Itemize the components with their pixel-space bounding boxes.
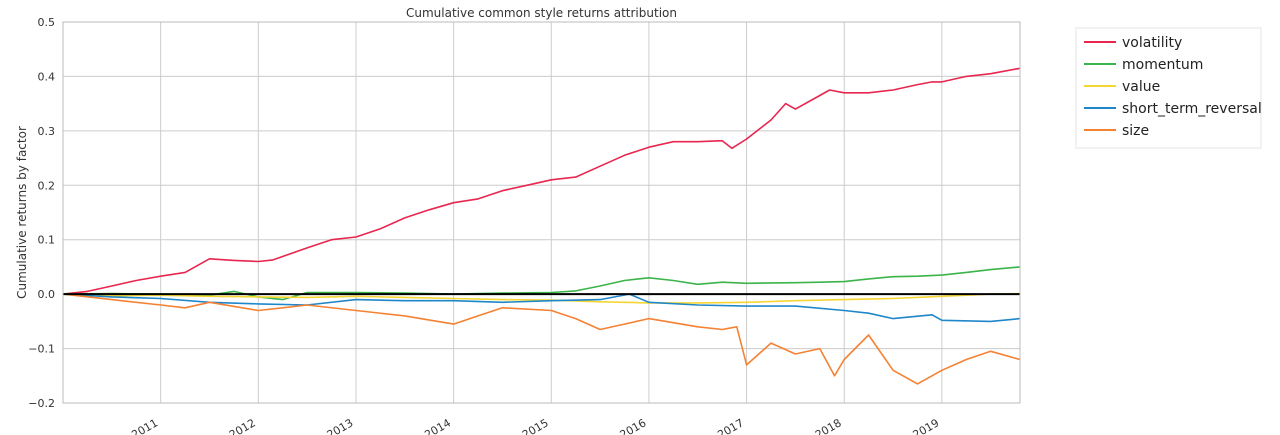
x-tick-label: 2015 — [520, 416, 551, 435]
x-tick-label: 2014 — [422, 416, 453, 435]
chart-title: Cumulative common style returns attribut… — [406, 6, 677, 20]
y-tick-label: 0.1 — [38, 234, 56, 247]
y-tick-label: 0.3 — [38, 125, 56, 138]
series-line-size — [62, 293, 1021, 385]
x-axis-ticks: 2011 2012 2013 2014 2015 2016 2017 2018 2019 — [129, 416, 941, 435]
y-tick-label: 0.2 — [38, 179, 56, 192]
x-tick-label: 2016 — [618, 416, 649, 435]
series-line-short-term-reversal — [62, 293, 1021, 323]
series-lines — [62, 67, 1021, 385]
legend-box — [1075, 27, 1262, 149]
legend-label-size: size — [1122, 123, 1149, 139]
legend-label-short-term-reversal: short_term_reversal — [1122, 101, 1262, 117]
y-tick-label: −0.2 — [28, 397, 55, 410]
y-tick-label: 0.4 — [38, 70, 56, 83]
y-tick-label: −0.1 — [28, 343, 55, 356]
x-tick-label: 2012 — [227, 416, 258, 435]
x-tick-label: 2018 — [813, 416, 844, 435]
x-tick-label: 2017 — [715, 416, 746, 435]
plot-area-frame — [62, 21, 1021, 404]
legend-label-volatility: volatility — [1122, 35, 1182, 51]
series-line-volatility — [62, 67, 1021, 295]
y-tick-label: 0.5 — [38, 16, 56, 29]
y-axis-ticks: −0.2 −0.1 0.0 0.1 0.2 0.3 0.4 0.5 — [28, 16, 55, 410]
legend: volatility momentum value short_term_revers… — [1075, 27, 1262, 149]
y-tick-label: 0.0 — [38, 288, 56, 301]
y-axis-title: Cumulative returns by factor — [15, 126, 29, 299]
x-tick-label: 2013 — [325, 416, 356, 435]
legend-label-momentum: momentum — [1122, 57, 1203, 73]
x-tick-label: 2019 — [911, 416, 942, 435]
legend-label-value: value — [1122, 79, 1160, 95]
x-tick-label: 2011 — [129, 416, 160, 435]
